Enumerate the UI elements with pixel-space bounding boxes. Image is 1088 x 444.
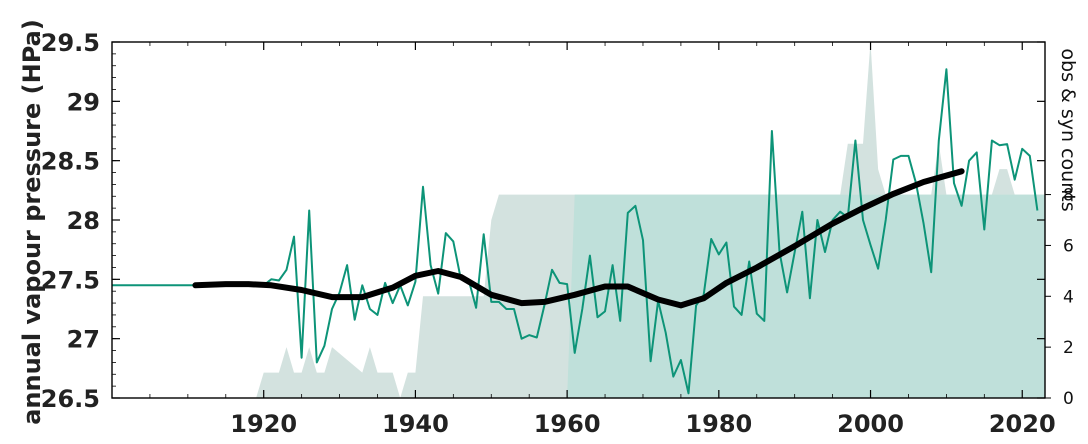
y-tick-label: 27 xyxy=(67,326,100,354)
series-layer xyxy=(112,68,1039,395)
y-tick-label: 28.5 xyxy=(41,148,100,176)
y2-tick-label: 0 xyxy=(1063,389,1074,409)
annual-series-line xyxy=(112,68,1039,395)
right-axis-label: obs & syn counts xyxy=(1057,48,1079,211)
x-tick-label: 1960 xyxy=(534,410,601,438)
y2-tick-label: 2 xyxy=(1063,338,1074,358)
smoothed-trend-line xyxy=(192,168,965,309)
y-tick-label: 29 xyxy=(67,88,100,116)
x-tick-label: 1940 xyxy=(382,410,449,438)
y-axis-label: annual vapour pressure (HPa) xyxy=(18,19,46,425)
y-tick-label: 29.5 xyxy=(41,29,100,57)
counts-area-layer xyxy=(256,42,1045,398)
x-tick-label: 2000 xyxy=(837,410,904,438)
x-tick-label: 1980 xyxy=(685,410,752,438)
y2-tick-label: 4 xyxy=(1063,287,1074,307)
y-tick-label: 26.5 xyxy=(41,385,100,413)
x-tick-label: 1920 xyxy=(230,410,297,438)
labels-layer: annual vapour pressure (HPa) obs & syn c… xyxy=(18,19,1079,425)
y2-tick-label: 8 xyxy=(1063,186,1074,206)
x-tick-label: 2020 xyxy=(989,410,1056,438)
y-tick-label: 28 xyxy=(67,207,100,235)
y-tick-label: 27.5 xyxy=(41,266,100,294)
y2-tick-label: 6 xyxy=(1063,236,1074,256)
counts-area-synop xyxy=(567,194,1045,398)
